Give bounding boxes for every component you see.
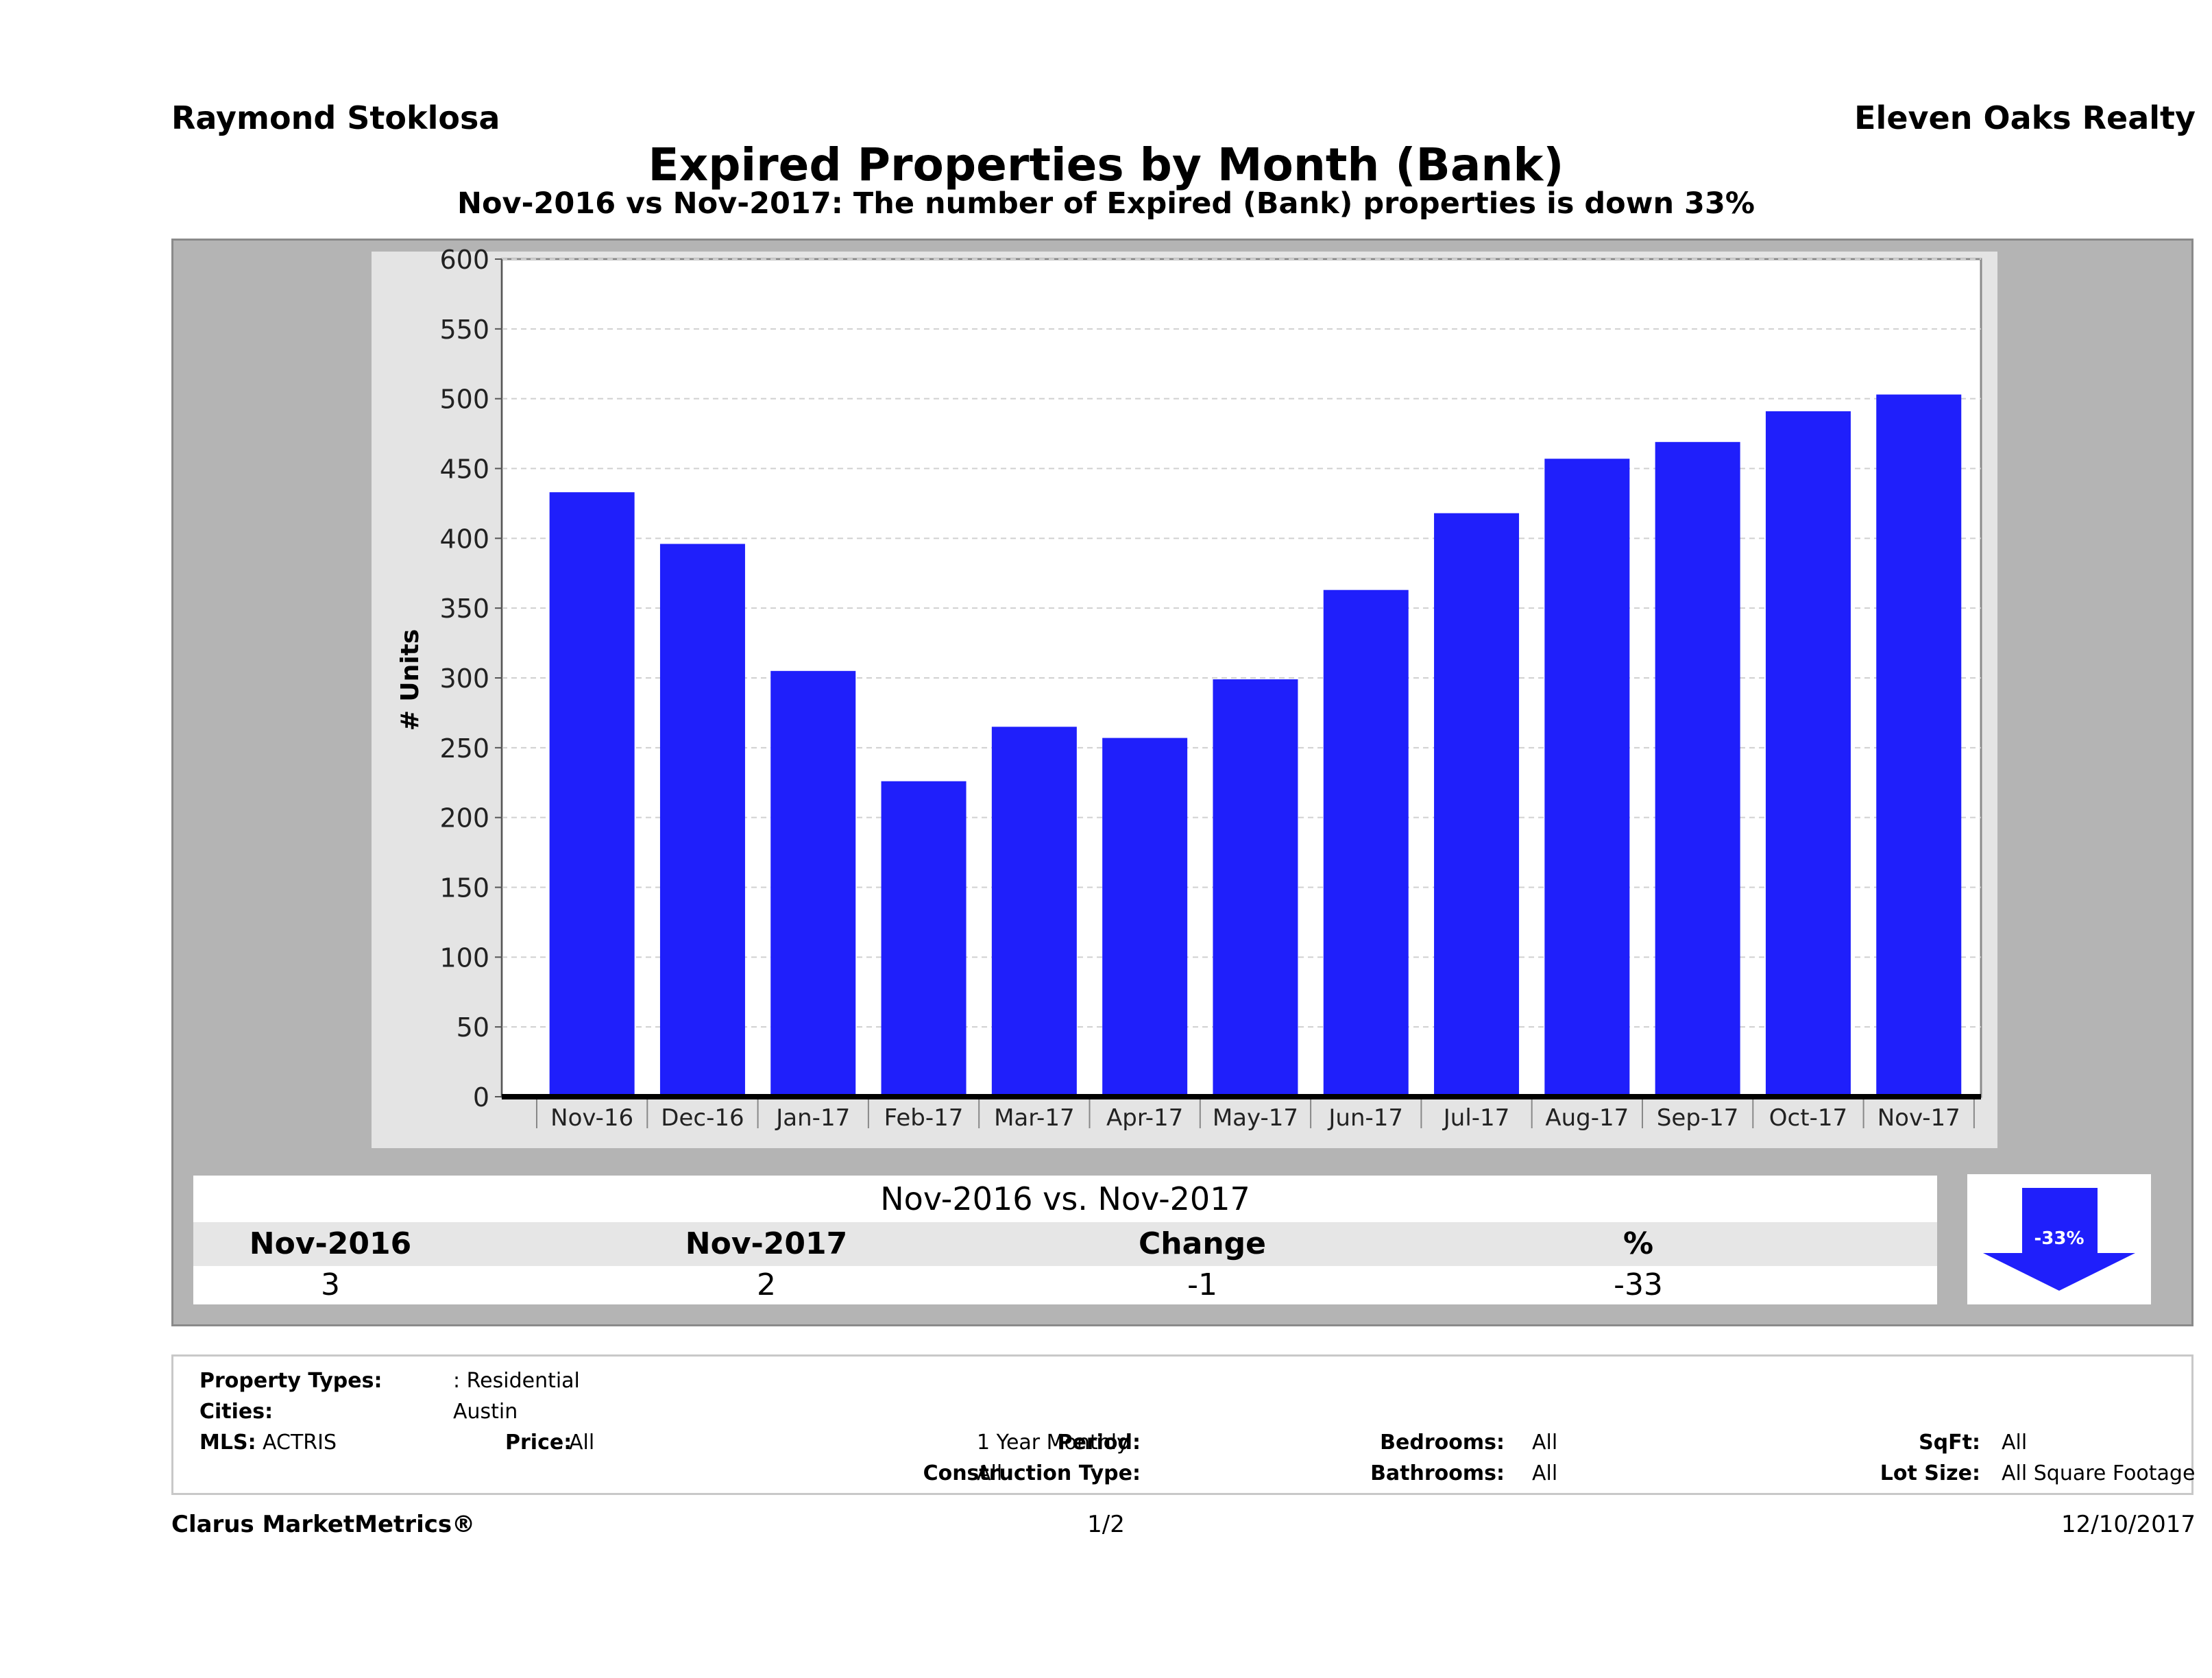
agent-name: Raymond Stoklosa — [171, 99, 500, 136]
x-tick-label: Apr-17 — [1106, 1104, 1183, 1132]
chart-title: Expired Properties by Month (Bank) — [648, 138, 1564, 191]
comparison-heading: Nov-2016 vs. Nov-2017 — [193, 1176, 1937, 1222]
bar-chart: 0 50 100 150 200 250 300 350 400 450 500 550 600 Nov… — [396, 245, 1982, 1132]
bar — [1213, 679, 1298, 1097]
y-tick-label: 0 — [473, 1082, 489, 1112]
y-tick-label: 400 — [439, 524, 489, 554]
x-tick-label: Dec-16 — [661, 1104, 744, 1132]
label-prev-period: Nov-2016 — [249, 1226, 412, 1261]
y-tick-label: 300 — [439, 664, 489, 694]
price-value: All — [569, 1431, 595, 1455]
bedrooms-value: All — [1532, 1431, 1558, 1455]
x-tick-label: Jul-17 — [1442, 1104, 1510, 1132]
period-value: 1 Year Monthly — [977, 1431, 1129, 1455]
bar — [1544, 459, 1630, 1097]
y-tick-label: 450 — [439, 454, 489, 485]
property-types-label: Property Types: — [199, 1369, 382, 1393]
y-axis: 0 50 100 150 200 250 300 350 400 450 500 550 600 — [439, 245, 502, 1112]
y-tick-label: 200 — [439, 803, 489, 834]
y-tick-label: 250 — [439, 733, 489, 764]
bathrooms-label: Bathrooms: — [1370, 1461, 1505, 1485]
x-tick-label: Mar-17 — [994, 1104, 1075, 1132]
y-tick-label: 550 — [439, 315, 489, 345]
y-tick-label: 100 — [439, 943, 489, 973]
sqft-label: SqFt: — [1919, 1431, 1980, 1455]
construction-type-label: Construction Type: — [923, 1461, 1141, 1485]
mls-value: ACTRIS — [263, 1431, 337, 1455]
value-percent: -33 — [1614, 1267, 1663, 1302]
x-tick-label: Nov-17 — [1877, 1104, 1960, 1132]
value-curr-period: 2 — [757, 1267, 776, 1302]
price-label: Price: — [505, 1431, 572, 1455]
bar — [1655, 441, 1740, 1097]
bar — [1765, 411, 1851, 1097]
bedrooms-label: Bedrooms: — [1380, 1431, 1505, 1455]
comparison-values: 3 2 -1 -33 — [193, 1266, 1937, 1304]
x-tick-label: Aug-17 — [1545, 1104, 1629, 1132]
y-tick-label: 500 — [439, 385, 489, 415]
bars — [549, 394, 1962, 1097]
bar — [659, 544, 745, 1097]
x-tick-label: Nov-16 — [550, 1104, 633, 1132]
bar — [549, 492, 635, 1097]
comparison-labels: Nov-2016 Nov-2017 Change % — [193, 1222, 1937, 1266]
x-tick-label: Feb-17 — [884, 1104, 964, 1132]
y-tick-label: 150 — [439, 873, 489, 903]
page-number: 1/2 — [1087, 1511, 1125, 1538]
chart-subtitle: Nov-2016 vs Nov-2017: The number of Expi… — [457, 186, 1755, 221]
x-tick-label: Oct-17 — [1769, 1104, 1847, 1132]
y-tick-label: 350 — [439, 594, 489, 624]
y-axis-label: # Units — [396, 629, 424, 731]
footer-brand: Clarus MarketMetrics® — [171, 1511, 476, 1538]
cities-label: Cities: — [199, 1400, 274, 1424]
bar — [881, 781, 967, 1097]
search-criteria: Property Types: : Residential Cities: Au… — [171, 1354, 2196, 1495]
change-badge: -33% — [1967, 1174, 2151, 1304]
label-change: Change — [1139, 1226, 1266, 1261]
property-types-value: : Residential — [453, 1369, 580, 1393]
bar — [1323, 589, 1409, 1097]
mls-label: MLS: — [199, 1431, 256, 1455]
x-tick-label: Jan-17 — [775, 1104, 850, 1132]
broker-name: Eleven Oaks Realty — [1854, 99, 2196, 136]
x-axis: Nov-16 Dec-16 Jan-17 Feb-17 Mar-17 Apr-17 May-… — [502, 1094, 1981, 1132]
label-curr-period: Nov-2017 — [685, 1226, 848, 1261]
x-tick-label: Jun-17 — [1327, 1104, 1403, 1132]
x-tick-label: Sep-17 — [1657, 1104, 1739, 1132]
bathrooms-value: All — [1532, 1461, 1558, 1485]
value-change: -1 — [1187, 1267, 1217, 1302]
bar — [770, 670, 856, 1097]
bar — [1102, 738, 1188, 1097]
sqft-value: All — [2002, 1431, 2028, 1455]
period-label: Period: — [1057, 1431, 1141, 1455]
y-tick-label: 50 — [457, 1012, 489, 1043]
bar — [1876, 394, 1962, 1097]
down-arrow-icon: -33% — [1983, 1188, 2135, 1291]
lot-size-value: All Square Footage — [2002, 1461, 2196, 1485]
comparison-table: Nov-2016 vs. Nov-2017 Nov-2016 Nov-2017 … — [193, 1176, 1937, 1307]
y-tick-label: 600 — [439, 245, 489, 275]
change-badge-text: -33% — [2034, 1228, 2084, 1249]
label-percent: % — [1622, 1226, 1654, 1261]
bar — [1434, 513, 1520, 1097]
lot-size-label: Lot Size: — [1880, 1461, 1980, 1485]
value-prev-period: 3 — [321, 1267, 340, 1302]
construction-type-value: All — [977, 1461, 1003, 1485]
cities-value: Austin — [453, 1400, 518, 1424]
report-date: 12/10/2017 — [2061, 1511, 2196, 1538]
bar — [991, 727, 1077, 1097]
x-tick-label: May-17 — [1213, 1104, 1298, 1132]
